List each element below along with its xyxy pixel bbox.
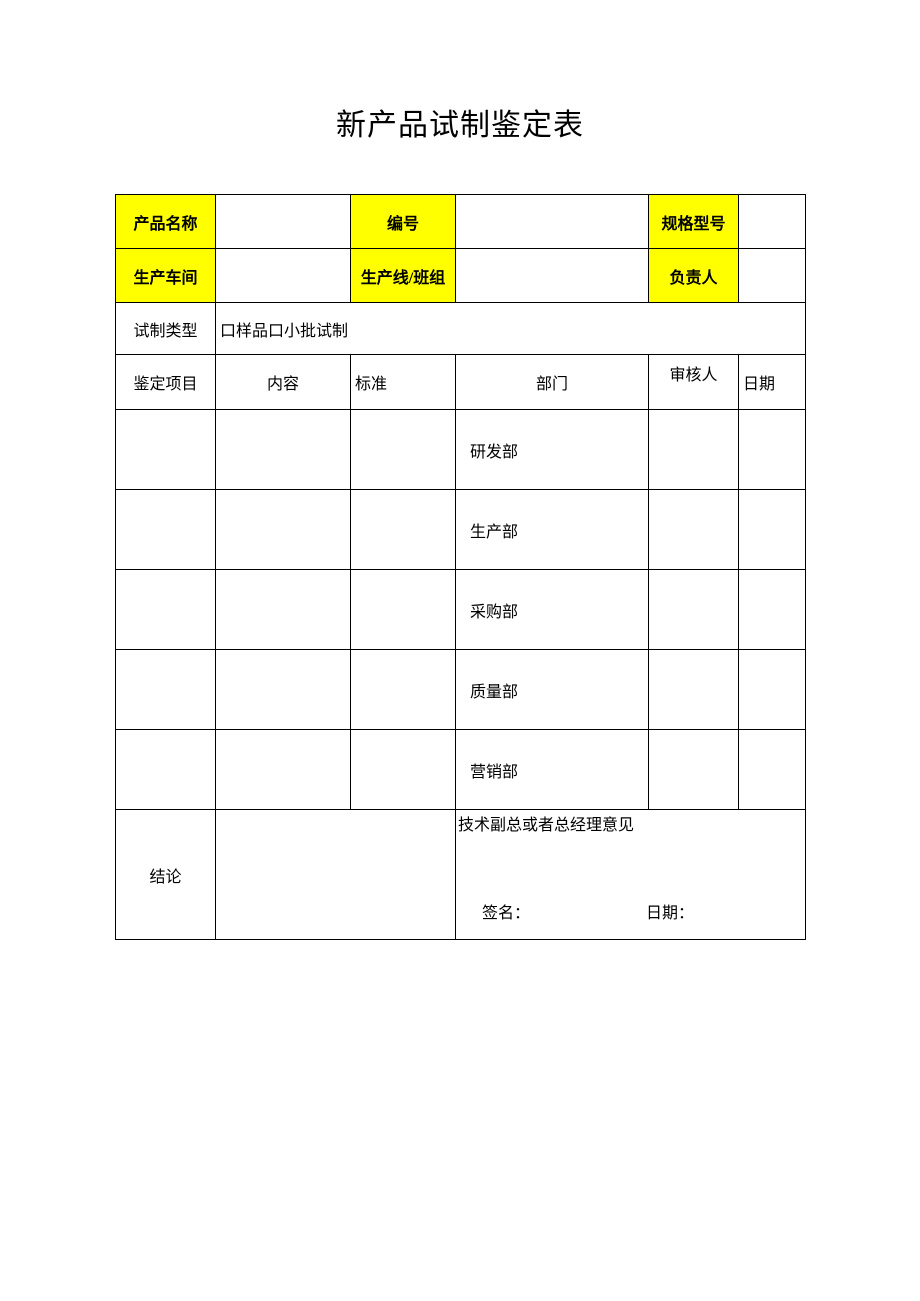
cell-date[interactable] <box>739 410 806 490</box>
table-row: 采购部 <box>116 570 806 650</box>
cell-item[interactable] <box>116 410 216 490</box>
spec-value[interactable] <box>739 195 806 249</box>
line-group-label: 生产线/班组 <box>351 249 456 303</box>
cell-standard[interactable] <box>351 650 456 730</box>
col-standard: 标准 <box>351 355 456 410</box>
cell-standard[interactable] <box>351 410 456 490</box>
cell-content[interactable] <box>216 490 351 570</box>
table-row: 质量部 <box>116 650 806 730</box>
cell-item[interactable] <box>116 570 216 650</box>
opinion-cell[interactable]: 技术副总或者总经理意见 签名： 日期： <box>456 810 806 940</box>
cell-standard[interactable] <box>351 490 456 570</box>
col-date: 日期 <box>739 355 806 410</box>
cell-date[interactable] <box>739 730 806 810</box>
cell-content[interactable] <box>216 730 351 810</box>
cell-date[interactable] <box>739 650 806 730</box>
leader-label: 负责人 <box>649 249 739 303</box>
header-row-1: 产品名称 编号 规格型号 <box>116 195 806 249</box>
appraisal-table: 产品名称 编号 规格型号 生产车间 生产线/班组 负责人 试制类型 口样品口小批… <box>115 194 806 940</box>
trial-type-options[interactable]: 口样品口小批试制 <box>216 303 806 355</box>
sign-label: 签名： <box>482 899 530 923</box>
page-title: 新产品试制鉴定表 <box>115 100 805 144</box>
cell-dept: 研发部 <box>456 410 649 490</box>
cell-reviewer[interactable] <box>649 410 739 490</box>
cell-dept: 生产部 <box>456 490 649 570</box>
workshop-label: 生产车间 <box>116 249 216 303</box>
conclusion-label: 结论 <box>116 810 216 940</box>
number-value[interactable] <box>456 195 649 249</box>
date-label: 日期： <box>646 899 694 923</box>
cell-content[interactable] <box>216 570 351 650</box>
product-name-value[interactable] <box>216 195 351 249</box>
column-header-row: 鉴定项目 内容 标准 部门 审核人 日期 <box>116 355 806 410</box>
table-row: 生产部 <box>116 490 806 570</box>
cell-reviewer[interactable] <box>649 650 739 730</box>
cell-reviewer[interactable] <box>649 490 739 570</box>
line-group-value[interactable] <box>456 249 649 303</box>
cell-item[interactable] <box>116 490 216 570</box>
spec-label: 规格型号 <box>649 195 739 249</box>
workshop-value[interactable] <box>216 249 351 303</box>
cell-date[interactable] <box>739 570 806 650</box>
cell-reviewer[interactable] <box>649 730 739 810</box>
cell-date[interactable] <box>739 490 806 570</box>
cell-content[interactable] <box>216 410 351 490</box>
trial-type-row: 试制类型 口样品口小批试制 <box>116 303 806 355</box>
conclusion-value[interactable] <box>216 810 456 940</box>
cell-standard[interactable] <box>351 730 456 810</box>
opinion-label: 技术副总或者总经理意见 <box>458 811 634 835</box>
cell-item[interactable] <box>116 650 216 730</box>
leader-value[interactable] <box>739 249 806 303</box>
product-name-label: 产品名称 <box>116 195 216 249</box>
cell-dept: 质量部 <box>456 650 649 730</box>
table-row: 营销部 <box>116 730 806 810</box>
cell-content[interactable] <box>216 650 351 730</box>
header-row-2: 生产车间 生产线/班组 负责人 <box>116 249 806 303</box>
table-row: 研发部 <box>116 410 806 490</box>
cell-item[interactable] <box>116 730 216 810</box>
cell-dept: 采购部 <box>456 570 649 650</box>
cell-reviewer[interactable] <box>649 570 739 650</box>
col-dept: 部门 <box>456 355 649 410</box>
cell-standard[interactable] <box>351 570 456 650</box>
col-reviewer: 审核人 <box>649 355 739 410</box>
trial-type-label: 试制类型 <box>116 303 216 355</box>
cell-dept: 营销部 <box>456 730 649 810</box>
col-item: 鉴定项目 <box>116 355 216 410</box>
conclusion-row: 结论 技术副总或者总经理意见 签名： 日期： <box>116 810 806 940</box>
col-content: 内容 <box>216 355 351 410</box>
number-label: 编号 <box>351 195 456 249</box>
